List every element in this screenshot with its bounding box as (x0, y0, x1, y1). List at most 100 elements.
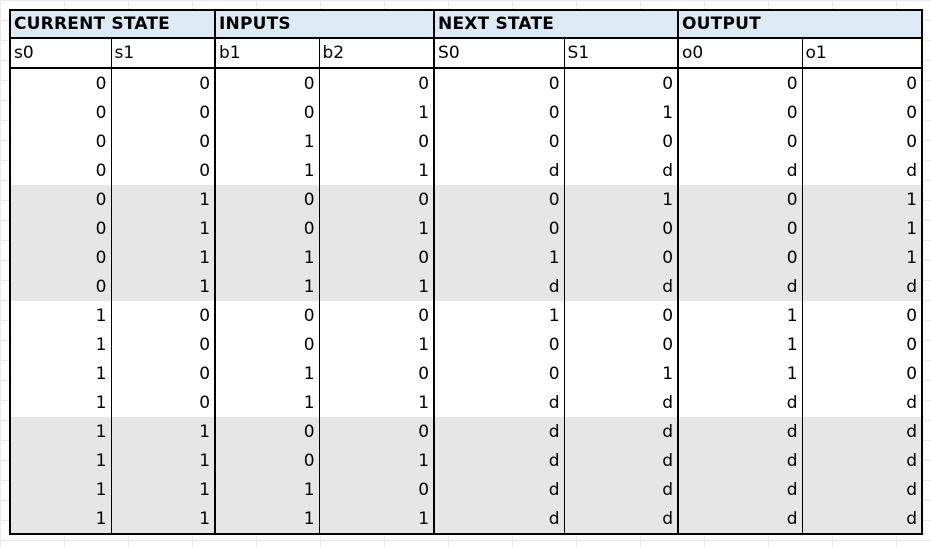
cell-b1[interactable]: 0 (214, 417, 320, 446)
cell-o0[interactable]: d (677, 388, 803, 417)
cell-s1[interactable]: 0 (110, 98, 217, 127)
cell-s1[interactable]: 1 (110, 243, 217, 272)
cell-b2[interactable]: 0 (318, 127, 436, 156)
cell-s1[interactable]: 0 (110, 68, 217, 98)
cell-s0[interactable]: 1 (9, 301, 112, 330)
column-header-s1[interactable]: s1 (110, 37, 217, 69)
cell-o0[interactable]: 1 (677, 301, 803, 330)
cell-s1[interactable]: 1 (110, 417, 217, 446)
cell-S1[interactable]: 0 (563, 68, 680, 98)
cell-b2[interactable]: 1 (318, 330, 436, 359)
cell-s0[interactable]: 1 (9, 359, 112, 388)
cell-o0[interactable]: d (677, 475, 803, 504)
cell-s0[interactable]: 1 (9, 417, 112, 446)
cell-S0[interactable]: 0 (433, 98, 565, 127)
cell-s1[interactable]: 0 (110, 127, 217, 156)
cell-s1[interactable]: 1 (110, 185, 217, 214)
cell-b1[interactable]: 1 (214, 272, 320, 301)
cell-S1[interactable]: 0 (563, 330, 680, 359)
cell-b2[interactable]: 0 (318, 68, 436, 98)
cell-o1[interactable]: 0 (801, 301, 924, 330)
cell-s1[interactable]: 1 (110, 504, 217, 535)
cell-o1[interactable]: d (801, 417, 924, 446)
cell-b1[interactable]: 0 (214, 301, 320, 330)
cell-S1[interactable]: d (563, 504, 680, 535)
cell-S1[interactable]: d (563, 417, 680, 446)
cell-b2[interactable]: 1 (318, 214, 436, 243)
cell-s1[interactable]: 0 (110, 330, 217, 359)
cell-o0[interactable]: 1 (677, 359, 803, 388)
cell-s1[interactable]: 1 (110, 272, 217, 301)
cell-s1[interactable]: 0 (110, 388, 217, 417)
cell-o1[interactable]: 0 (801, 98, 924, 127)
cell-S0[interactable]: d (433, 475, 565, 504)
column-header-S1[interactable]: S1 (563, 37, 680, 69)
cell-b1[interactable]: 1 (214, 504, 320, 535)
column-header-o0[interactable]: o0 (677, 37, 803, 69)
cell-b1[interactable]: 0 (214, 98, 320, 127)
cell-S1[interactable]: d (563, 388, 680, 417)
cell-o1[interactable]: d (801, 504, 924, 535)
cell-S1[interactable]: 0 (563, 243, 680, 272)
cell-S0[interactable]: 0 (433, 68, 565, 98)
column-header-o1[interactable]: o1 (801, 37, 924, 69)
cell-o0[interactable]: d (677, 272, 803, 301)
cell-s0[interactable]: 1 (9, 475, 112, 504)
cell-o1[interactable]: 1 (801, 185, 924, 214)
cell-b2[interactable]: 1 (318, 98, 436, 127)
cell-s0[interactable]: 0 (9, 243, 112, 272)
column-header-b1[interactable]: b1 (214, 37, 320, 69)
cell-S1[interactable]: d (563, 446, 680, 475)
cell-b2[interactable]: 1 (318, 446, 436, 475)
cell-s0[interactable]: 1 (9, 446, 112, 475)
cell-s0[interactable]: 0 (9, 156, 112, 185)
cell-o1[interactable]: 0 (801, 330, 924, 359)
cell-s0[interactable]: 0 (9, 214, 112, 243)
cell-b1[interactable]: 0 (214, 185, 320, 214)
cell-b2[interactable]: 0 (318, 185, 436, 214)
cell-b1[interactable]: 1 (214, 475, 320, 504)
cell-b1[interactable]: 1 (214, 359, 320, 388)
column-header-S0[interactable]: S0 (433, 37, 565, 69)
cell-S0[interactable]: d (433, 272, 565, 301)
cell-s0[interactable]: 0 (9, 185, 112, 214)
cell-b1[interactable]: 0 (214, 214, 320, 243)
cell-S0[interactable]: 0 (433, 359, 565, 388)
cell-s0[interactable]: 0 (9, 98, 112, 127)
cell-b1[interactable]: 1 (214, 243, 320, 272)
cell-o0[interactable]: 0 (677, 98, 803, 127)
cell-o0[interactable]: 0 (677, 127, 803, 156)
cell-s1[interactable]: 1 (110, 475, 217, 504)
cell-o0[interactable]: d (677, 446, 803, 475)
cell-S0[interactable]: d (433, 388, 565, 417)
cell-o0[interactable]: d (677, 417, 803, 446)
cell-s1[interactable]: 0 (110, 156, 217, 185)
cell-s0[interactable]: 1 (9, 388, 112, 417)
cell-o1[interactable]: d (801, 446, 924, 475)
cell-S1[interactable]: d (563, 475, 680, 504)
cell-o1[interactable]: d (801, 475, 924, 504)
cell-S0[interactable]: 1 (433, 243, 565, 272)
cell-o1[interactable]: 0 (801, 359, 924, 388)
cell-b2[interactable]: 0 (318, 359, 436, 388)
cell-o0[interactable]: d (677, 156, 803, 185)
cell-s1[interactable]: 1 (110, 214, 217, 243)
cell-S1[interactable]: 1 (563, 359, 680, 388)
cell-b1[interactable]: 0 (214, 330, 320, 359)
cell-S1[interactable]: 0 (563, 214, 680, 243)
cell-b1[interactable]: 1 (214, 127, 320, 156)
cell-S1[interactable]: 0 (563, 127, 680, 156)
cell-s0[interactable]: 0 (9, 127, 112, 156)
cell-b2[interactable]: 0 (318, 301, 436, 330)
cell-S0[interactable]: 1 (433, 301, 565, 330)
cell-S1[interactable]: 1 (563, 98, 680, 127)
cell-o0[interactable]: 0 (677, 68, 803, 98)
cell-S0[interactable]: d (433, 417, 565, 446)
cell-s0[interactable]: 1 (9, 330, 112, 359)
column-header-b2[interactable]: b2 (318, 37, 436, 69)
cell-S0[interactable]: 0 (433, 127, 565, 156)
cell-s1[interactable]: 0 (110, 359, 217, 388)
cell-S0[interactable]: d (433, 504, 565, 535)
cell-b2[interactable]: 0 (318, 243, 436, 272)
cell-b2[interactable]: 0 (318, 475, 436, 504)
